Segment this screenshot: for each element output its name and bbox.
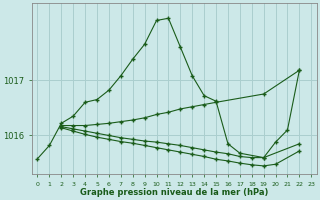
X-axis label: Graphe pression niveau de la mer (hPa): Graphe pression niveau de la mer (hPa) <box>80 188 268 197</box>
